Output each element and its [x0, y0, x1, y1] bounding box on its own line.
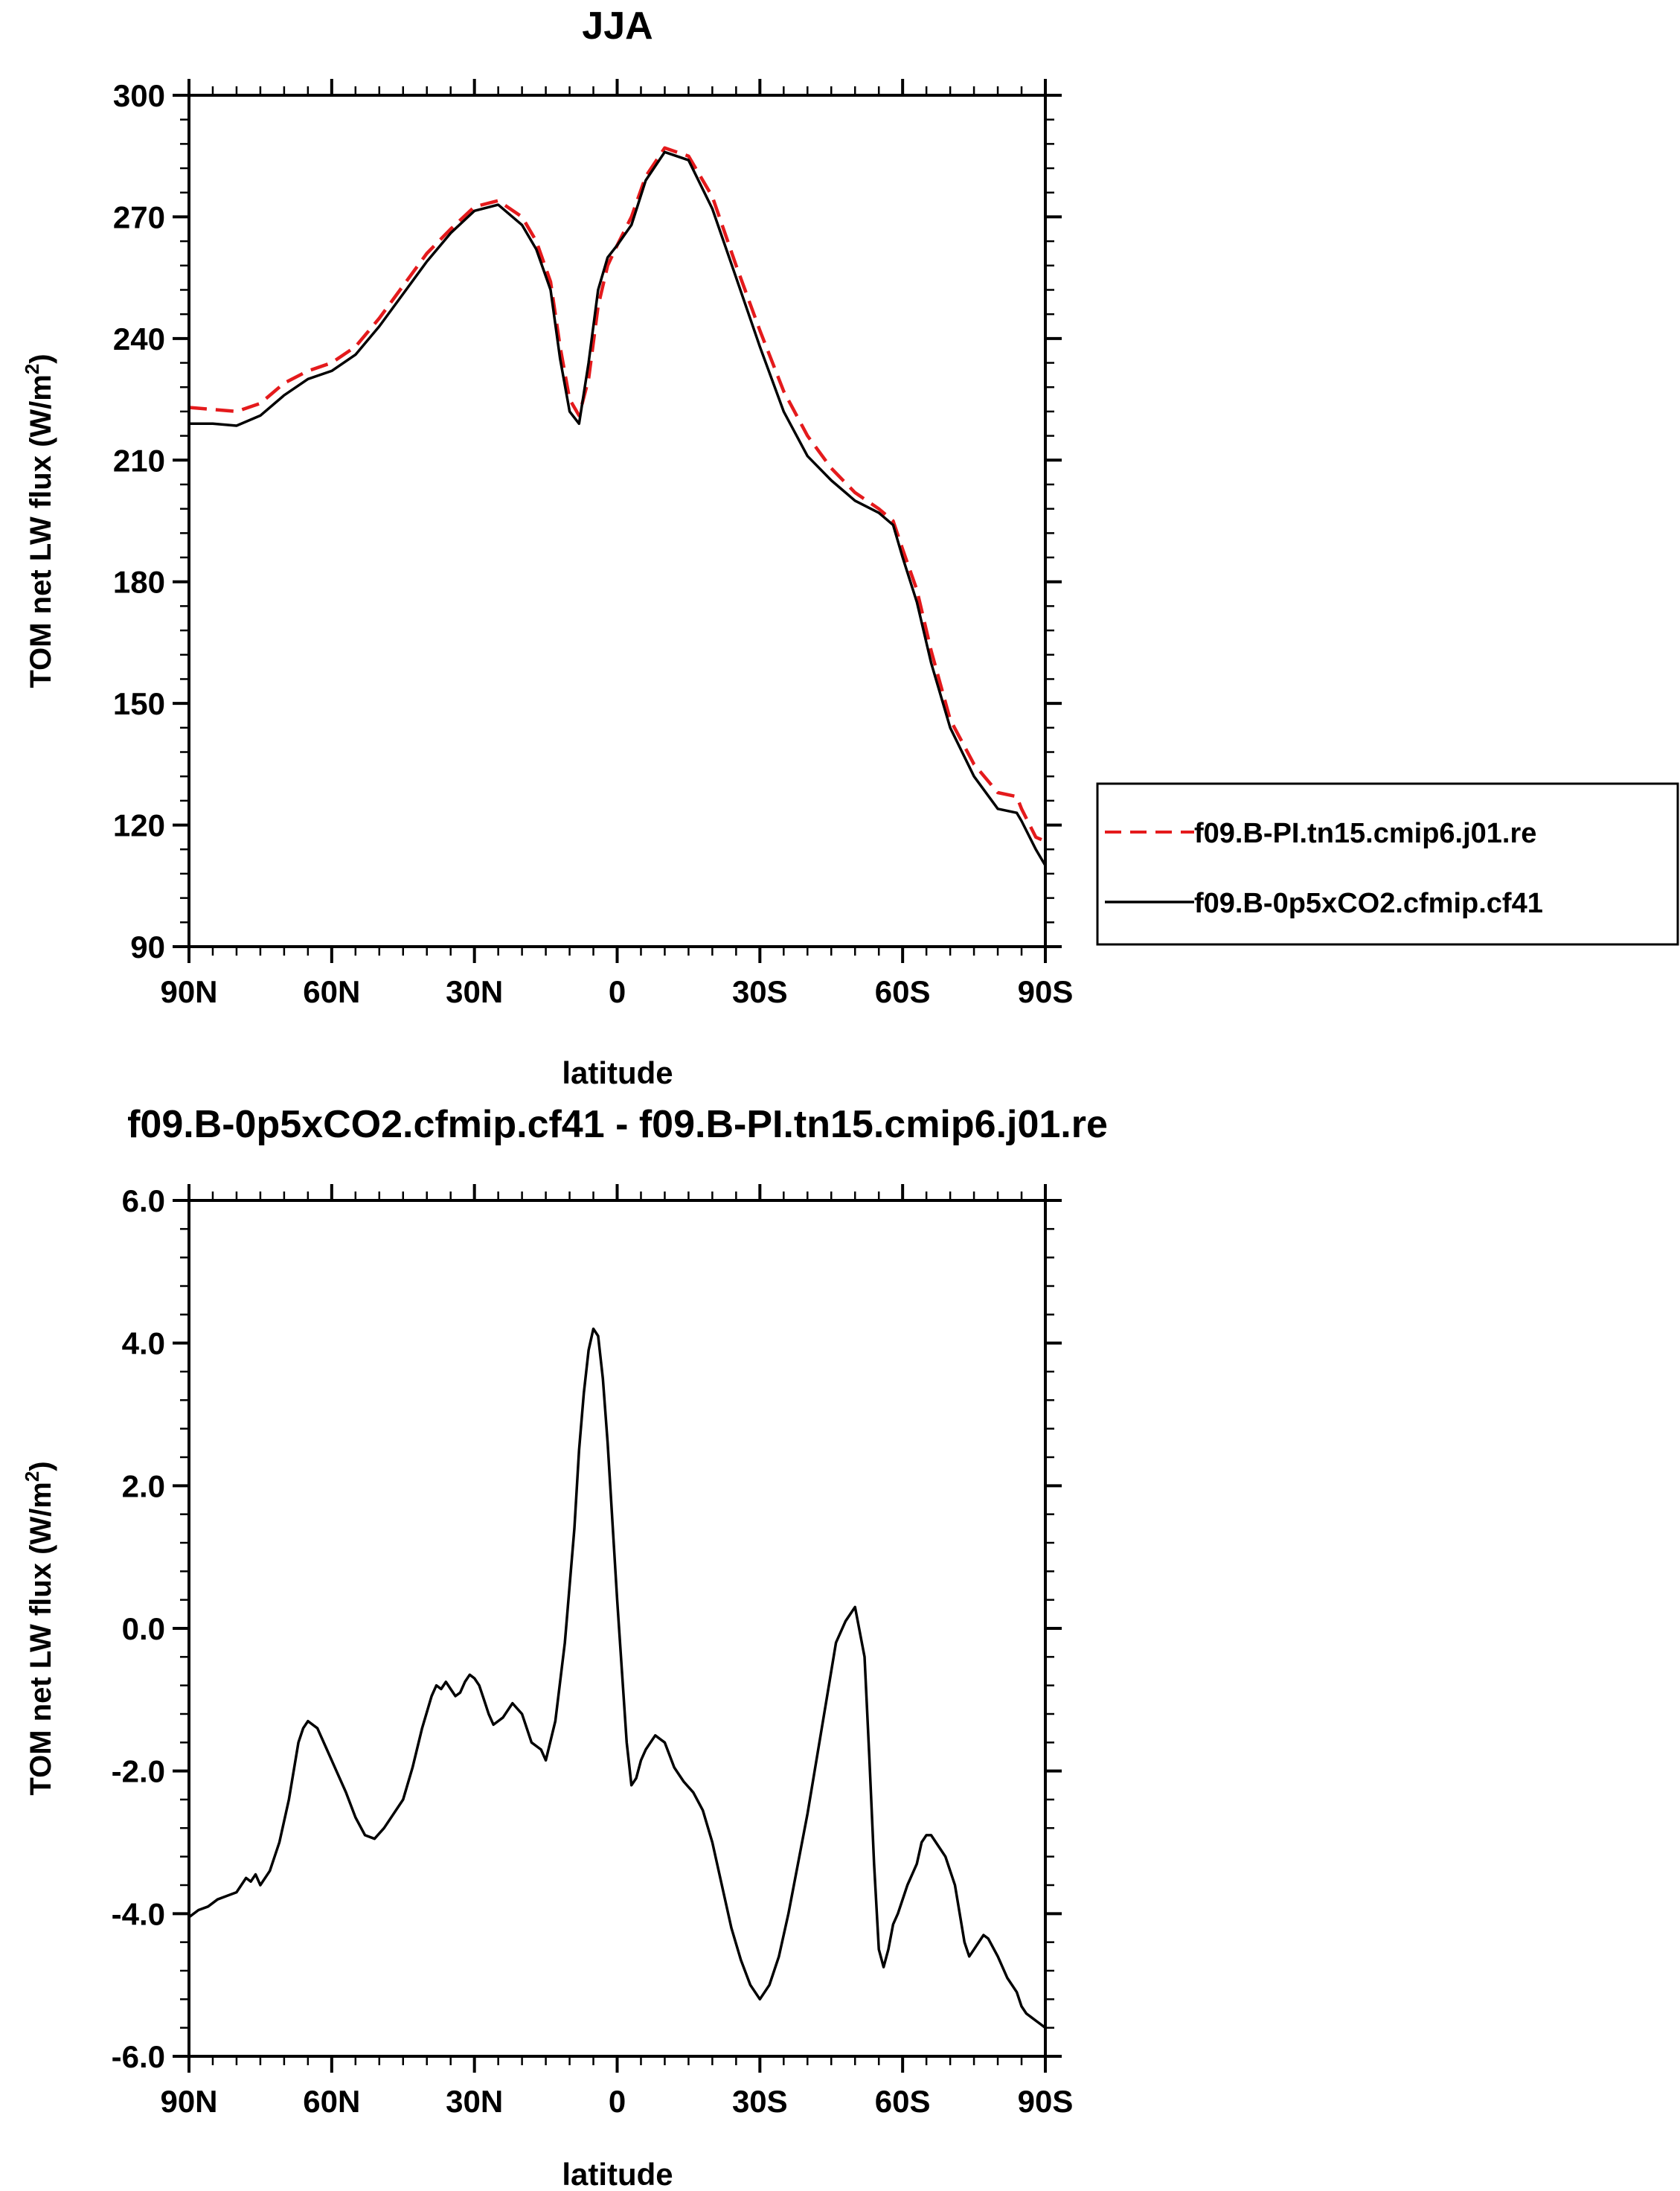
series-line-0 [188, 146, 1046, 843]
x-tick-label: 30S [732, 2084, 788, 2119]
y-tick-label: 300 [113, 78, 165, 113]
y-tick-label: -4.0 [112, 1896, 165, 1931]
y-tick-label: 0.0 [122, 1611, 165, 1646]
x-tick-label: 90N [160, 974, 217, 1009]
x-axis-label-top: latitude [562, 1055, 673, 1090]
chart-title: JJA [582, 4, 653, 48]
axes-bottom: 90N 60N 30N 0 30S 60S 90S -6.0 -4.0 -2.0 0.0 2.0 4.0… [112, 1183, 1074, 2119]
y-tick-label: 180 [113, 565, 165, 600]
series-group-top [188, 146, 1047, 866]
chart-panel-bottom: f09.B-0p5xCO2.cfmip.cf41 - f09.B-PI.tn15… [21, 1103, 1108, 2191]
legend-entry-0p5xco2: f09.B-0p5xCO2.cfmip.cf41 [1194, 888, 1543, 919]
x-tick-label: 60S [875, 974, 931, 1009]
x-tick-label: 0 [609, 2084, 626, 2119]
x-tick-label: 90S [1018, 974, 1074, 1009]
legend-box [1096, 782, 1679, 946]
x-tick-label: 60S [875, 2084, 931, 2119]
y-tick-label: 4.0 [122, 1326, 165, 1361]
y-axis-label-bottom: TOM net LW flux (W/m2) [21, 1461, 57, 1795]
chart-panel-top: JJA 90N 60N 30N 0 30S 60S 90S 90 120 150 180 210 240… [21, 4, 1679, 1090]
y-axis-label-top: TOM net LW flux (W/m2) [21, 354, 57, 688]
series-line-1 [189, 150, 1047, 866]
y-tick-label: 90 [130, 930, 165, 965]
x-tick-label: 30S [732, 974, 788, 1009]
y-tick-label: 240 [113, 322, 165, 356]
x-tick-label: 60N [303, 2084, 360, 2119]
x-tick-label: 0 [609, 974, 626, 1009]
series-group-bottom [187, 1327, 1047, 2030]
y-tick-label: 210 [113, 443, 165, 478]
x-tick-label: 30N [446, 2084, 503, 2119]
y-tick-label: 150 [113, 686, 165, 721]
y-tick-label: -6.0 [112, 2039, 165, 2074]
chart-title: f09.B-0p5xCO2.cfmip.cf41 - f09.B-PI.tn15… [127, 1103, 1108, 1146]
plot-frame-bottom [187, 1199, 1047, 2058]
x-axis-label-bottom: latitude [562, 2157, 673, 2191]
y-tick-label: 270 [113, 199, 165, 234]
y-tick-label: 6.0 [122, 1183, 165, 1218]
series-line-0 [187, 1327, 1047, 2030]
legend: f09.B-PI.tn15.cmip6.j01.re f09.B-0p5xCO2… [1096, 782, 1679, 946]
x-tick-label: 90S [1018, 2084, 1074, 2119]
y-tick-label: 120 [113, 808, 165, 843]
y-tick-label: -2.0 [112, 1754, 165, 1789]
axes-top: 90N 60N 30N 0 30S 60S 90S 90 120 150 180 210 240 270 3… [113, 78, 1073, 1009]
x-tick-label: 60N [303, 974, 360, 1009]
y-tick-label: 2.0 [122, 1468, 165, 1503]
legend-entry-pi: f09.B-PI.tn15.cmip6.j01.re [1194, 818, 1536, 849]
x-tick-label: 90N [160, 2084, 217, 2119]
plot-frame-top [187, 94, 1047, 948]
x-tick-label: 30N [446, 974, 503, 1009]
